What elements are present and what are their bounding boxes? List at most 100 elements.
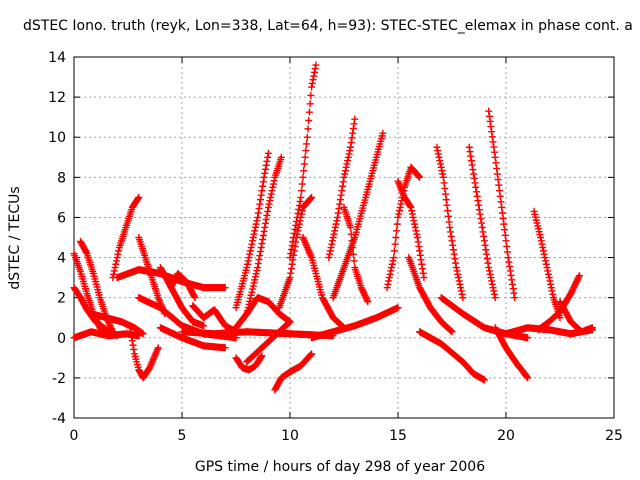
data-point — [539, 244, 547, 252]
data-point — [486, 270, 494, 278]
data-point — [436, 157, 444, 165]
data-point — [467, 152, 475, 160]
data-point — [383, 284, 391, 292]
data-point — [502, 237, 510, 245]
data-point — [509, 285, 517, 293]
data-point — [412, 227, 420, 235]
data-point — [504, 254, 512, 262]
data-point — [292, 221, 300, 229]
data-point — [360, 290, 368, 298]
data-point — [489, 284, 497, 292]
y-tick-label: 4 — [57, 251, 66, 267]
data-point — [542, 257, 550, 265]
data-point — [342, 163, 350, 171]
data-point — [386, 270, 394, 278]
data-point — [540, 250, 548, 258]
data-point — [511, 294, 519, 302]
data-point — [454, 274, 462, 282]
x-tick-label: 5 — [178, 428, 187, 444]
data-point — [364, 298, 372, 306]
data-point — [243, 264, 251, 272]
data-point — [447, 228, 455, 236]
data-point — [416, 251, 424, 259]
data-point — [436, 160, 444, 168]
data-point — [485, 112, 493, 120]
data-point — [333, 217, 341, 225]
data-point — [336, 196, 344, 204]
data-point — [306, 100, 314, 108]
data-point — [494, 176, 502, 184]
data-point — [481, 241, 489, 249]
data-point — [262, 161, 270, 169]
data-point — [290, 229, 298, 237]
data-point — [310, 68, 318, 76]
data-point — [348, 134, 356, 142]
data-point — [493, 164, 501, 172]
data-point — [263, 211, 271, 219]
data-point — [543, 264, 551, 272]
data-point — [328, 240, 336, 248]
data-point — [357, 284, 365, 292]
data-point — [490, 148, 498, 156]
y-tick-label: -4 — [52, 411, 66, 427]
data-point — [524, 334, 532, 342]
data-point — [508, 280, 516, 288]
data-point — [339, 178, 347, 186]
data-point — [329, 234, 337, 241]
data-point — [478, 223, 486, 231]
data-point — [260, 227, 268, 235]
data-point — [249, 234, 257, 241]
data-point — [291, 225, 299, 233]
data-series — [556, 298, 596, 336]
data-point — [537, 234, 545, 241]
y-tick-label: 2 — [57, 291, 66, 307]
data-point — [338, 187, 346, 195]
data-point — [466, 148, 474, 156]
data-point — [435, 153, 443, 161]
data-point — [478, 219, 486, 227]
data-point — [472, 183, 480, 191]
data-point — [497, 198, 505, 206]
data-point — [488, 277, 496, 285]
data-point — [479, 228, 487, 236]
data-point — [384, 280, 392, 288]
data-point — [266, 197, 274, 205]
data-point — [191, 294, 199, 302]
data-point — [246, 247, 254, 255]
data-point — [361, 291, 369, 299]
data-point — [249, 237, 257, 245]
data-point — [443, 201, 451, 209]
data-point — [350, 120, 358, 128]
data-point — [113, 254, 121, 262]
data-point — [549, 290, 557, 298]
data-point — [391, 240, 399, 248]
data-point — [388, 264, 396, 272]
data-point — [523, 373, 531, 381]
data-point — [439, 170, 447, 178]
data-point — [486, 117, 494, 125]
data-point — [498, 203, 506, 211]
data-point — [394, 213, 402, 221]
data-point — [500, 220, 508, 228]
data-point — [350, 257, 358, 265]
data-point — [257, 244, 265, 252]
data-point — [485, 107, 493, 115]
data-point — [269, 183, 277, 191]
data-point — [408, 210, 416, 218]
data-point — [470, 170, 478, 178]
data-point — [482, 246, 490, 254]
data-point — [485, 264, 493, 272]
data-point — [488, 280, 496, 288]
data-point — [393, 220, 401, 228]
data-point — [268, 187, 276, 195]
data-point — [359, 288, 367, 296]
data-point — [454, 270, 462, 278]
data-point — [393, 227, 401, 235]
data-point — [308, 83, 316, 91]
data-point — [541, 254, 549, 262]
data-point — [414, 238, 422, 246]
data-point — [256, 248, 264, 256]
chart-title: dSTEC Iono. truth (reyk, Lon=338, Lat=64… — [23, 18, 633, 34]
data-point — [548, 287, 556, 295]
y-tick-label: 12 — [48, 90, 66, 106]
